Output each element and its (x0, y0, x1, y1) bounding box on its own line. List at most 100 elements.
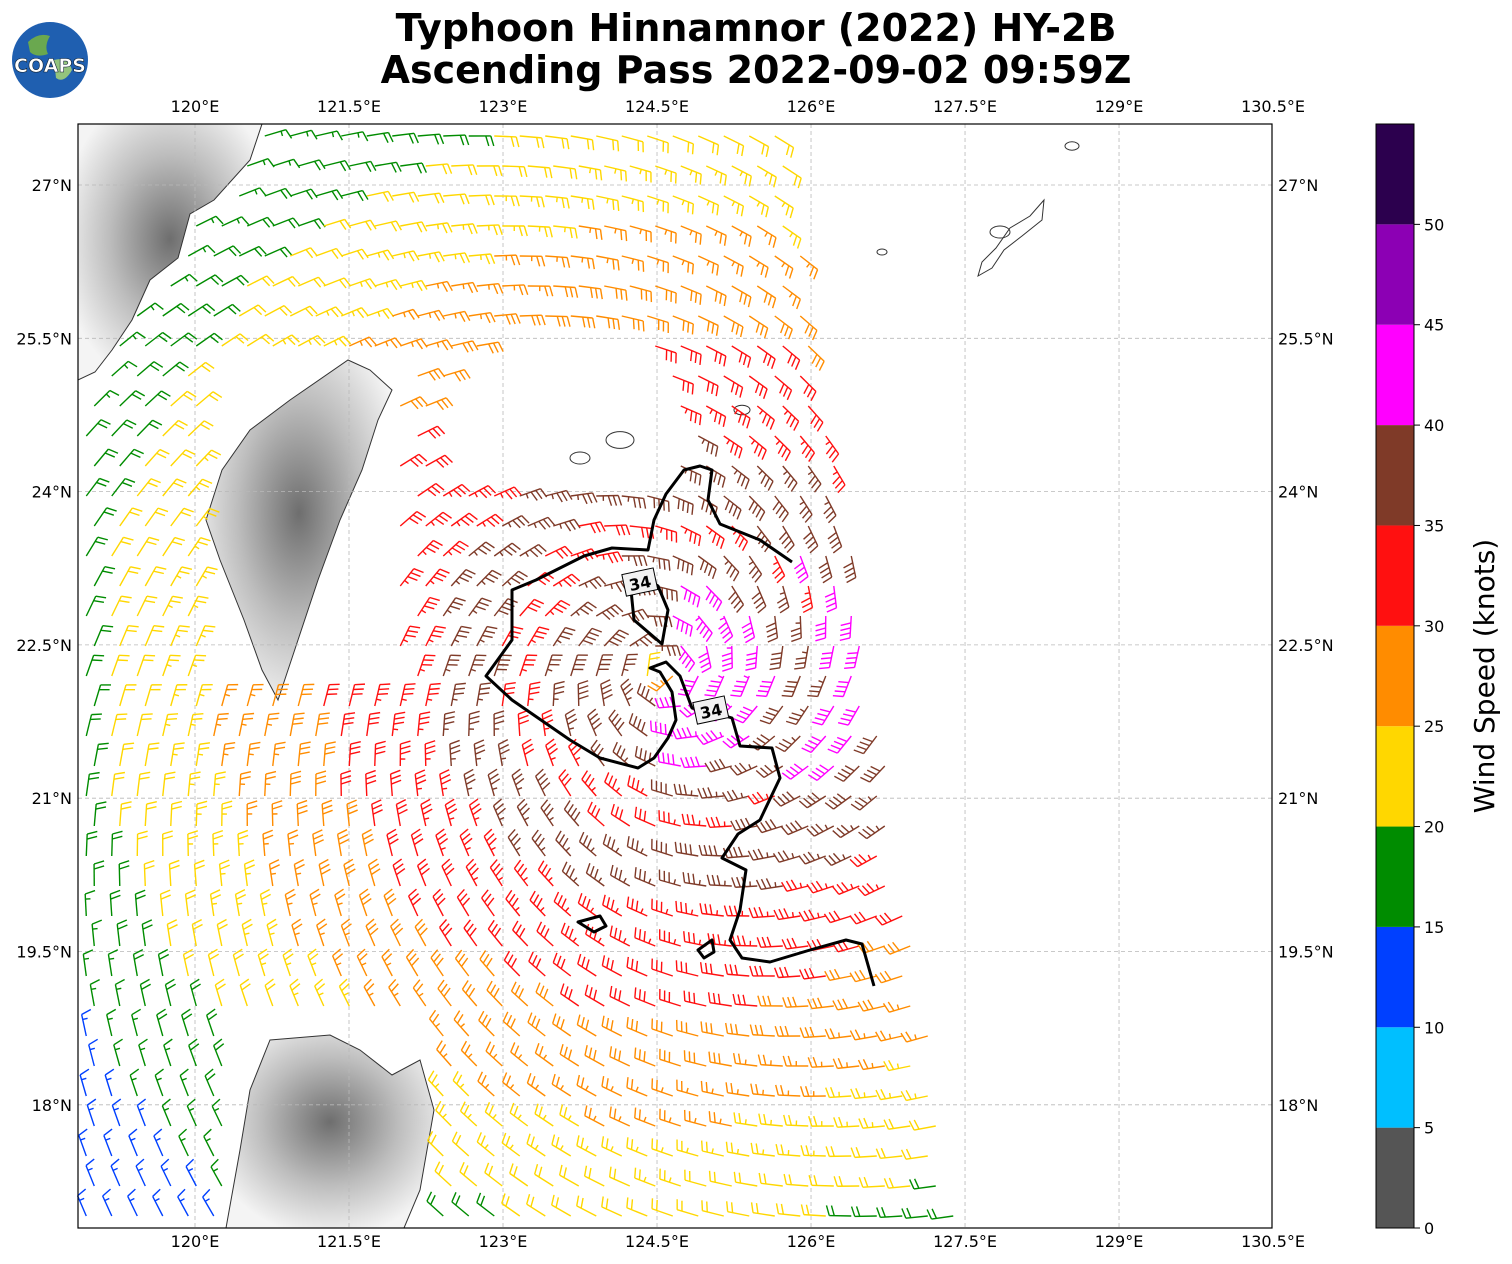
wind-barb (782, 165, 802, 189)
axis-ticks: 120°E 120°E 121.5°E 121.5°E 123°E 123°E 124.5°… (16, 97, 1333, 1251)
wind-barb (671, 727, 699, 740)
wind-barb (425, 222, 453, 234)
wind-barb (443, 368, 471, 382)
wind-barb (732, 1052, 758, 1067)
wind-barb (349, 219, 377, 231)
wind-barb (272, 275, 301, 287)
wind-barb (216, 918, 228, 947)
wind-barb (144, 331, 172, 347)
wind-barb (799, 375, 817, 402)
wind-barb (801, 735, 827, 754)
wind-barb (463, 768, 476, 797)
wind-barb (118, 860, 130, 887)
wind-barb (564, 708, 578, 737)
wind-barb (102, 1188, 113, 1217)
wind-barb (596, 255, 620, 271)
wind-barb (177, 1188, 189, 1217)
wind-barb (604, 772, 623, 797)
wind-barb (882, 941, 911, 955)
wind-barb (545, 195, 570, 209)
wind-barb (755, 878, 783, 891)
wind-barb (655, 645, 682, 657)
wind-barb (578, 831, 597, 857)
wind-barb (453, 1010, 470, 1037)
wind-barb (725, 1141, 750, 1157)
wind-barb (621, 195, 645, 213)
wind-barb (392, 191, 420, 203)
wind-barb (774, 375, 793, 401)
wind-barb (297, 334, 326, 347)
wind-barb (730, 675, 750, 697)
wind-barb (86, 1098, 97, 1127)
wind-barb (510, 981, 529, 1007)
wind-barb (544, 654, 563, 677)
wind-barb (697, 135, 720, 156)
wind-barb (221, 741, 236, 767)
wind-barb (584, 984, 605, 1007)
wind-barb (758, 1172, 783, 1187)
wind-barb (341, 248, 369, 260)
wind-barb (729, 762, 758, 776)
lat-tick-label: 27°N (32, 176, 72, 195)
wind-barb (782, 285, 801, 310)
wind-barb (238, 712, 255, 737)
wind-barb (825, 1146, 852, 1158)
wind-barb (195, 449, 222, 467)
wind-barb (239, 187, 267, 197)
wind-barb (399, 396, 428, 410)
wind-barb (264, 129, 293, 139)
wind-barb (443, 193, 470, 205)
wind-barb (528, 951, 546, 977)
wind-barb (626, 1017, 648, 1037)
wind-barb (489, 859, 504, 887)
wind-barb (601, 955, 623, 977)
wind-barb (144, 507, 169, 527)
wind-barb (510, 1042, 529, 1067)
wind-barb (91, 919, 103, 947)
wind-barb (570, 255, 595, 270)
wind-barb (626, 1077, 648, 1097)
wind-barb (849, 969, 877, 983)
wind-barb (505, 889, 521, 917)
island (605, 431, 635, 449)
wind-barb (601, 1015, 623, 1037)
wind-barb (293, 858, 305, 887)
wind-barb (417, 251, 445, 263)
wind-barb (552, 952, 572, 977)
wind-barb (756, 345, 776, 369)
wind-barb (527, 516, 556, 530)
wind-barb (170, 332, 198, 347)
wind-barb (723, 375, 744, 398)
wind-barb (272, 217, 301, 229)
wind-barb (487, 919, 503, 947)
wind-barb (181, 1008, 193, 1037)
wind-barb (400, 338, 428, 350)
wind-barb (798, 909, 826, 922)
wind-barb (428, 1009, 444, 1037)
wind-barb (705, 465, 726, 488)
wind-barb (519, 654, 538, 677)
wind-barb (484, 1102, 503, 1127)
wind-barb (832, 1057, 860, 1070)
wind-barb (392, 250, 420, 262)
wind-barb (827, 525, 843, 554)
wind-barb (135, 1158, 146, 1187)
wind-barb (733, 1171, 758, 1187)
wind-barb (519, 598, 545, 617)
wind-barb (901, 1207, 928, 1219)
wind-barb (93, 389, 120, 407)
wind-barb (85, 595, 107, 617)
wind-barb (655, 225, 677, 244)
wind-barb (144, 390, 171, 407)
wind-barb (425, 682, 441, 707)
wind-barb (519, 543, 547, 558)
wind-barb (578, 165, 603, 181)
wind-barb (476, 513, 504, 528)
wind-barb (832, 465, 846, 494)
wind-barb (114, 978, 125, 1007)
wind-barb (427, 1070, 444, 1097)
wind-barb (400, 162, 428, 174)
wind-barb (700, 1080, 724, 1097)
taiwan (205, 359, 393, 702)
wind-barb (289, 305, 318, 317)
